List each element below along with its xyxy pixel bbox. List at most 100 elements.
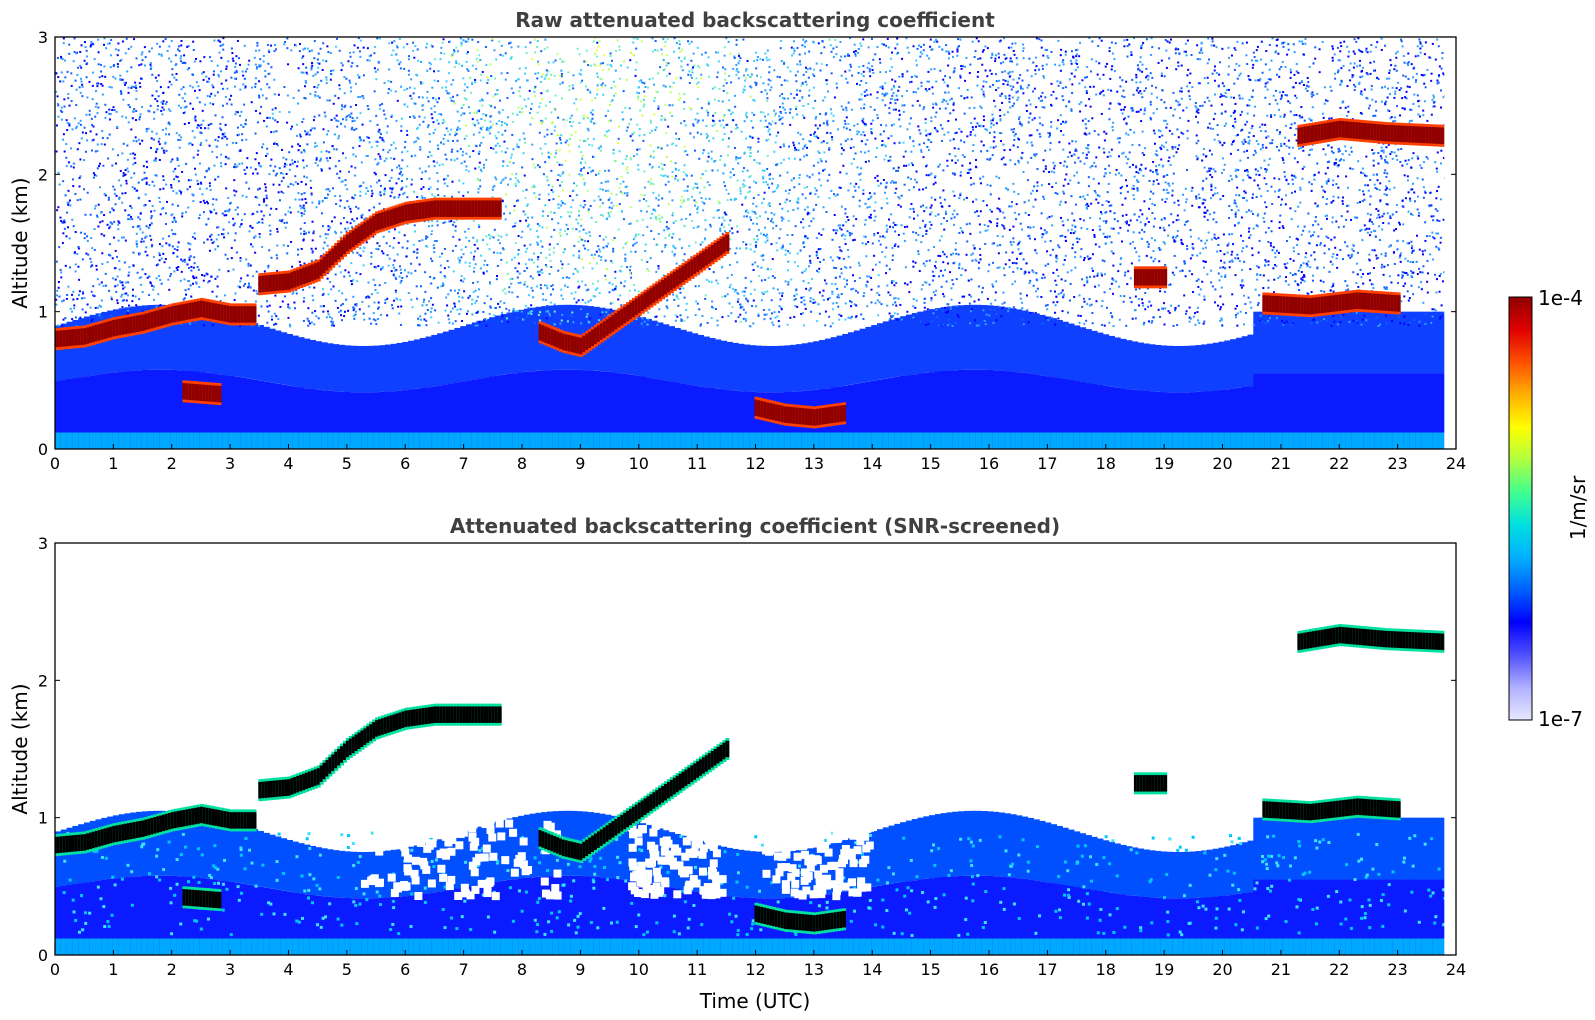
heatmap-cell — [1055, 97, 1058, 100]
heatmap-cell — [940, 307, 948, 371]
heatmap-cell — [425, 432, 432, 449]
heatmap-cell — [1406, 179, 1409, 182]
heatmap-cell — [1188, 81, 1191, 84]
heatmap-cell — [251, 324, 254, 327]
heatmap-cell — [344, 391, 351, 449]
heatmap-cell — [353, 44, 356, 47]
heatmap-cell — [486, 76, 489, 79]
heatmap-cell — [882, 378, 890, 449]
heatmap-cell — [1248, 98, 1251, 101]
heatmap-cell — [1303, 165, 1306, 168]
heatmap-cell — [145, 235, 148, 238]
heatmap-cell — [1102, 94, 1105, 97]
heatmap-cell — [161, 147, 164, 150]
heatmap-cell — [1436, 209, 1439, 212]
heatmap-cell — [1186, 85, 1189, 88]
heatmap-cell — [600, 213, 603, 216]
heatmap-cell — [498, 112, 501, 115]
heatmap-cell — [767, 217, 770, 220]
heatmap-cell — [303, 432, 311, 449]
heatmap-cell — [124, 209, 127, 212]
heatmap-cell — [460, 432, 467, 449]
heatmap-cell — [1079, 41, 1082, 44]
heatmap-cell — [728, 238, 731, 241]
heatmap-cell — [1098, 77, 1101, 80]
heatmap-cell — [1415, 311, 1422, 374]
heatmap-cell — [932, 312, 935, 315]
heatmap-cell — [251, 86, 254, 89]
heatmap-cell — [89, 375, 97, 449]
heatmap-cell — [121, 299, 124, 302]
heatmap-cell — [640, 79, 643, 82]
heatmap-cell — [125, 182, 128, 185]
heatmap-cell — [980, 140, 983, 143]
heatmap-cell — [597, 147, 600, 150]
heatmap-cell — [159, 213, 162, 216]
heatmap-cell — [808, 176, 811, 179]
heatmap-cell — [107, 432, 114, 449]
heatmap-cell — [1212, 127, 1215, 130]
heatmap-cell — [1430, 321, 1433, 324]
heatmap-cell — [742, 308, 745, 311]
heatmap-cell — [1374, 373, 1382, 449]
heatmap-cell — [674, 382, 681, 449]
heatmap-cell — [1359, 268, 1362, 271]
heatmap-cell — [1107, 182, 1110, 185]
heatmap-cell — [451, 180, 454, 183]
heatmap-cell — [973, 319, 976, 322]
heatmap-cell — [634, 68, 637, 71]
heatmap-cell — [793, 294, 796, 297]
heatmap-cell — [891, 280, 894, 283]
heatmap-cell — [589, 119, 592, 122]
heatmap-cell — [609, 119, 612, 122]
heatmap-cell — [312, 119, 315, 122]
heatmap-cell — [544, 298, 547, 301]
heatmap-cell — [300, 71, 303, 74]
heatmap-cell — [1090, 303, 1093, 306]
heatmap-cell — [1352, 243, 1355, 246]
heatmap-cell — [1391, 319, 1394, 322]
heatmap-cell — [697, 225, 700, 228]
heatmap-cell — [817, 137, 820, 140]
heatmap-cell — [451, 307, 454, 310]
heatmap-cell — [568, 150, 571, 153]
heatmap-cell — [974, 50, 977, 53]
heatmap-cell — [1124, 117, 1127, 120]
heatmap-cell — [1241, 336, 1249, 387]
heatmap-cell — [1129, 277, 1132, 280]
heatmap-cell — [410, 155, 413, 158]
heatmap-cell — [912, 140, 915, 143]
heatmap-cell — [561, 202, 564, 205]
heatmap-cell — [1095, 60, 1098, 63]
heatmap-cell — [1135, 81, 1138, 84]
heatmap-cell — [1065, 120, 1068, 123]
heatmap-cell — [764, 119, 767, 122]
heatmap-cell — [1096, 332, 1104, 385]
heatmap-cell — [1249, 78, 1252, 81]
heatmap-cell — [1120, 432, 1127, 449]
heatmap-cell — [638, 199, 641, 202]
heatmap-cell — [79, 119, 82, 122]
heatmap-cell — [460, 279, 463, 282]
heatmap-layer — [55, 37, 1456, 449]
heatmap-cell — [862, 64, 865, 67]
heatmap-cell — [1235, 62, 1238, 65]
heatmap-cell — [1112, 264, 1115, 267]
heatmap-cell — [1439, 241, 1442, 244]
heatmap-cell — [398, 265, 401, 268]
heatmap-cell — [987, 270, 990, 273]
heatmap-cell — [1274, 50, 1277, 53]
heatmap-cell — [884, 255, 887, 258]
heatmap-cell — [928, 221, 931, 224]
heatmap-cell — [1395, 228, 1398, 231]
heatmap-cell — [1347, 254, 1350, 257]
heatmap-cell — [722, 172, 725, 175]
heatmap-cell — [273, 142, 276, 145]
heatmap-cell — [649, 217, 652, 220]
heatmap-cell — [188, 432, 195, 449]
heatmap-cell — [995, 175, 998, 178]
heatmap-cell — [867, 62, 870, 65]
heatmap-cell — [1235, 387, 1243, 449]
heatmap-cell — [846, 215, 849, 218]
heatmap-cell — [521, 166, 524, 169]
